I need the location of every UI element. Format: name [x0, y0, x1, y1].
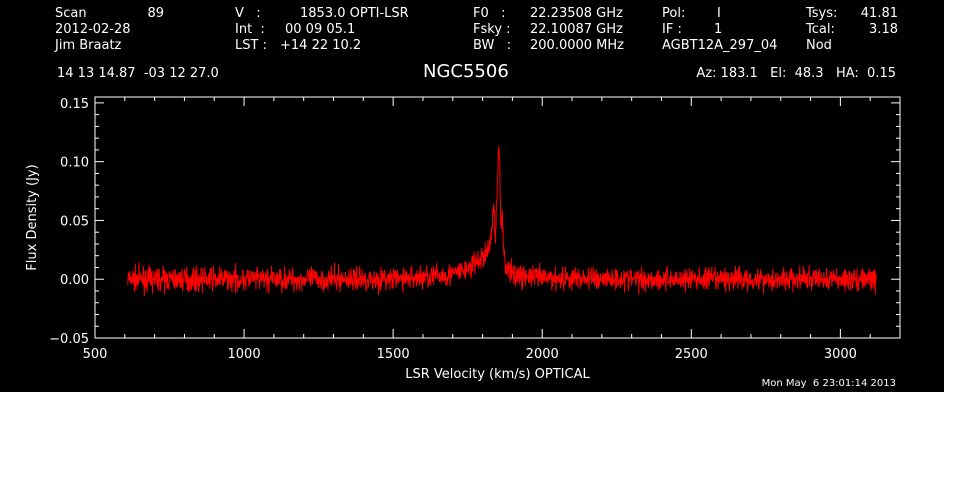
y-tick-label: −0.05 — [49, 332, 89, 347]
x-tick-label: 1500 — [377, 347, 410, 362]
obs-date: 2012-02-28 — [55, 22, 131, 37]
velocity-value: 1853.0 OPTI-LSR — [300, 6, 409, 21]
plot-timestamp: Mon May 6 23:01:14 2013 — [761, 378, 896, 389]
plot-frame — [94, 96, 901, 339]
source-name: NGC5506 — [423, 61, 509, 82]
x-tick-label: 3000 — [824, 347, 857, 362]
plot-window: Scan 89 2012-02-28 Jim Braatz V : 1853.0… — [0, 0, 944, 392]
integration-label: Int : — [235, 22, 265, 37]
polarization-value: I — [717, 6, 721, 21]
az-el-ha-readout: Az: 183.1 El: 48.3 HA: 0.15 — [696, 66, 896, 81]
rest-freq-value: 22.23508 GHz — [530, 6, 623, 21]
y-tick-label: 0.00 — [60, 273, 89, 288]
x-tick-label: 1000 — [228, 347, 261, 362]
spectrum-trace — [127, 145, 877, 297]
scan-number: 89 — [147, 6, 164, 21]
lst-value: +14 22 10.2 — [280, 38, 362, 53]
x-tick-label: 2500 — [675, 347, 708, 362]
scan-label: Scan — [55, 6, 87, 21]
bandwidth-label: BW : — [473, 38, 512, 53]
sky-freq-value: 22.10087 GHz — [530, 22, 623, 37]
lst-label: LST : — [235, 38, 267, 53]
rest-freq-label: F0 : — [473, 6, 506, 21]
observing-mode: Nod — [806, 38, 832, 53]
velocity-label: V : — [235, 6, 261, 21]
polarization-label: Pol: — [662, 6, 686, 21]
y-tick-label: 0.15 — [60, 97, 89, 112]
tsys-value: 41.81 — [860, 6, 898, 21]
integration-value: 00 09 05.1 — [285, 22, 356, 37]
sky-freq-label: Fsky : — [473, 22, 511, 37]
x-tick-label: 500 — [83, 347, 108, 362]
y-tick-label: 0.05 — [60, 214, 89, 229]
if-label: IF : — [662, 22, 682, 37]
x-tick-label: 2000 — [526, 347, 559, 362]
spectrum-plot: 500 1000 1500 2000 2500 3000 −0.05 0.00 0.05 0.10… — [25, 96, 901, 382]
bandwidth-value: 200.0000 MHz — [530, 38, 624, 53]
y-axis-label: Flux Density (Jy) — [25, 164, 40, 270]
x-axis-label: LSR Velocity (km/s) OPTICAL — [405, 367, 590, 382]
tsys-label: Tsys: — [806, 6, 838, 21]
if-value: 1 — [714, 22, 723, 37]
project-id: AGBT12A_297_04 — [662, 38, 778, 53]
tcal-label: Tcal: — [806, 22, 835, 37]
source-coordinates: 14 13 14.87 -03 12 27.0 — [57, 66, 219, 81]
observer-name: Jim Braatz — [55, 38, 122, 53]
tcal-value: 3.18 — [869, 22, 898, 37]
y-tick-label: 0.10 — [60, 156, 89, 171]
